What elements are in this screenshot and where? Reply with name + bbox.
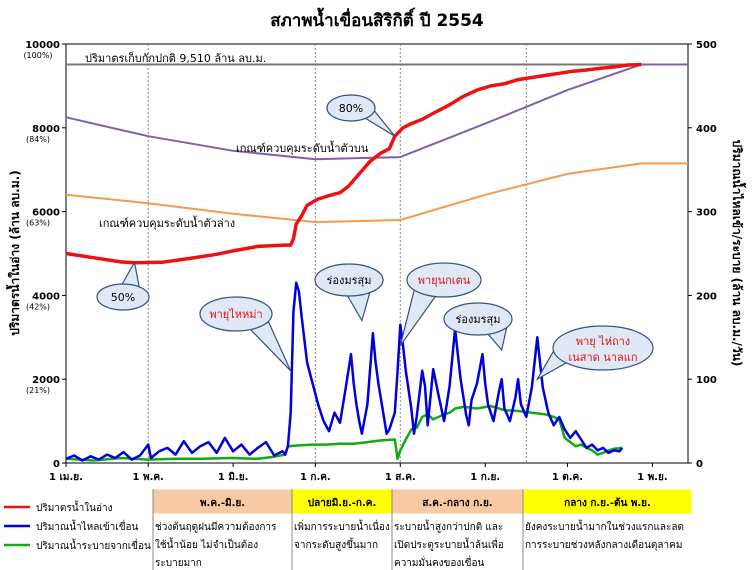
lower-rule-annotation: เกณฑ์ควบคุมระดับน้ำตัวล่าง	[99, 215, 235, 230]
phase-header-label: กลาง ก.ย.-ต้น พ.ย.	[564, 497, 651, 509]
y-left-tick-label: 2000	[32, 375, 60, 386]
callout-storm-nockten-text: พายุนกเตน	[418, 274, 471, 287]
y-left-percent-label: (21%)	[26, 386, 50, 395]
callout-80-percent-text: 80%	[339, 102, 363, 115]
inflow-line	[65, 281, 624, 462]
callout-monsoon-1-text: ร่องมรสุม	[326, 274, 371, 287]
series-group	[65, 62, 688, 462]
callout-monsoon-2-bubble	[443, 302, 513, 336]
x-tick-label: 1 เม.ย.	[49, 472, 83, 483]
y-left-tick-label: 4000	[32, 291, 60, 302]
callout-50-percent-bubble	[96, 283, 150, 311]
phase-header-label: ส.ค.-กลาง ก.ย.	[422, 498, 492, 509]
upper-rule-curve-line	[65, 63, 688, 161]
phase-description-line: ความมั่นคงของเขื่อน	[394, 555, 484, 569]
y-left-tick-label: 8000	[32, 124, 60, 135]
phase-table: พ.ค.-มิ.ย. ช่วงต้นฤดูฝนมีความต้องการใช้น้…	[152, 488, 693, 570]
y-left-percent-label: (100%)	[23, 51, 52, 60]
y-left-tick-label: 0	[53, 459, 60, 470]
y-right-tick-label: 500	[696, 40, 717, 51]
callout-storm-nockten-pointer	[399, 289, 437, 347]
phase-description-line: ระบายน้ำสูงกว่าปกติ และ	[394, 519, 503, 533]
callout-storm-nockten-bubble	[406, 262, 482, 298]
callout-storm-haima-bubble	[199, 296, 273, 332]
y-right-tick-label: 200	[696, 291, 717, 302]
lower-rule-curve-line	[65, 162, 688, 224]
legend-label: ปริมาตรน้ำในอ่าง	[36, 500, 113, 514]
phase-description-line: จากระดับสูงขึ้นมาก	[294, 537, 378, 551]
callout-monsoon-2-text: ร่องมรสุม	[455, 313, 500, 326]
legend-label: ปริมาณน้ำไหลเข้าเขื่อน	[36, 519, 139, 533]
x-tick-label: 1 มิ.ย.	[218, 471, 249, 483]
callout-monsoon-1-bubble	[314, 263, 384, 297]
y-right-tick-label: 300	[696, 208, 717, 219]
upper-rule-annotation: เกณฑ์ควบคุมระดับน้ำตัวบน	[236, 140, 369, 155]
phase-description-line: ช่วงต้นฤดูฝนมีความต้องการ	[155, 521, 277, 533]
axes-group: 0200040006000800010000(21%)(42%)(63%)(84…	[23, 40, 716, 483]
x-tick-label: 1 ก.ย.	[470, 472, 500, 483]
x-tick-label: 1 ต.ค.	[552, 472, 583, 483]
phase-description-line: เพิ่มการระบายน้ำเนื่อง	[294, 519, 390, 533]
y-left-tick-label: 10000	[25, 40, 60, 51]
chart-title: สภาพน้ำเขื่อนสิริกิติ์ ปี 2554	[270, 7, 484, 31]
capacity-annotation: ปริมาตรเก็บกักปกติ 9,510 ล้าน ลบ.ม.	[85, 51, 266, 65]
x-tick-label: 1 พ.ย.	[637, 472, 668, 483]
phase-description-line: ใช้น้ำน้อย ไม่จำเป็นต้อง	[155, 537, 258, 551]
y-left-percent-label: (42%)	[26, 302, 50, 311]
phase-header-label: ปลายมิ.ย.-ก.ค.	[308, 497, 377, 509]
callout-80-percent-bubble	[326, 94, 376, 122]
phase-description-line: ระบายมาก	[155, 558, 202, 569]
y-right-tick-label: 100	[696, 375, 717, 386]
x-tick-label: 1 ก.ค.	[300, 472, 331, 483]
y-left-tick-label: 6000	[32, 208, 60, 219]
y-left-percent-label: (84%)	[26, 135, 50, 144]
plot-frame	[65, 43, 689, 464]
x-tick-label: 1 พ.ค.	[133, 472, 164, 483]
legend-label: ปริมาณน้ำระบายจากเขื่อน	[36, 538, 151, 552]
callout-storm-last-line2: เนสาด นาลแก	[569, 351, 638, 364]
callout-storm-last-line1: พายุ ไห่ถาง	[576, 335, 630, 348]
callout-50-percent-text: 50%	[111, 291, 135, 304]
callout-storm-haima-pointer	[249, 320, 292, 372]
phase-description-line: เปิดประตูระบายน้ำล้นเพื่อ	[394, 537, 504, 551]
y-right-label: ปริมาณน้ำไหลเข้า/ระบาย (ล้าน ลบ.ม./วัน)	[730, 140, 747, 367]
phase-header-label: พ.ค.-มิ.ย.	[200, 497, 245, 509]
callouts-group: 50%80%พายุไหหม่าร่องมรสุม พายุนกเตนร่องมร…	[96, 94, 654, 381]
callout-monsoon-1-pointer	[346, 291, 371, 323]
x-tick-label: 1 ส.ค.	[385, 472, 416, 483]
y-left-percent-label: (63%)	[26, 219, 50, 228]
phase-description-line: ยังคงระบายน้ำมากในช่วงแรกและลด	[525, 519, 684, 533]
callout-storm-last-bubble	[552, 325, 654, 371]
callout-50-percent-pointer	[121, 260, 140, 288]
y-left-label: ปริมาตรน้ำในอ่าง (ล้าน ลบ.ม.)	[5, 170, 22, 335]
y-right-tick-label: 400	[696, 124, 717, 135]
phase-description-line: การระบายช่วงหลังกลางเดือนตุลาคม	[525, 539, 682, 551]
y-right-tick-label: 0	[696, 459, 703, 470]
legend: ปริมาตรน้ำในอ่างปริมาณน้ำไหลเข้าเขื่อนปร…	[4, 500, 151, 552]
callout-storm-haima-text: พายุไหหม่า	[209, 308, 262, 321]
storage-volume-line	[65, 62, 642, 265]
